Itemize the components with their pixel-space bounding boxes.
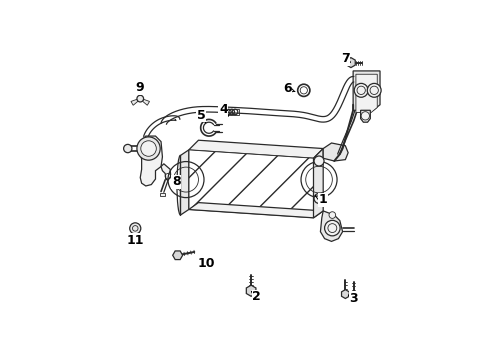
Polygon shape [138, 89, 143, 95]
Text: 9: 9 [135, 81, 144, 94]
Circle shape [361, 112, 369, 120]
Text: 3: 3 [348, 292, 358, 305]
Polygon shape [131, 229, 140, 234]
Circle shape [329, 212, 336, 219]
Text: 1: 1 [316, 193, 328, 206]
Polygon shape [131, 99, 138, 105]
Text: 5: 5 [197, 109, 206, 123]
Polygon shape [342, 290, 349, 298]
Polygon shape [361, 110, 370, 122]
Text: 6: 6 [283, 82, 295, 95]
Circle shape [314, 193, 324, 203]
Polygon shape [189, 140, 323, 158]
Polygon shape [143, 99, 149, 105]
Polygon shape [189, 150, 314, 218]
Circle shape [123, 144, 132, 153]
Text: 4: 4 [219, 103, 228, 116]
Circle shape [314, 156, 324, 166]
Polygon shape [140, 136, 162, 186]
Text: 8: 8 [171, 175, 181, 188]
Polygon shape [189, 203, 323, 218]
Circle shape [141, 141, 156, 156]
Circle shape [354, 84, 368, 97]
Circle shape [137, 137, 160, 160]
Text: 7: 7 [341, 52, 350, 65]
Polygon shape [161, 164, 171, 180]
Circle shape [324, 220, 340, 236]
Polygon shape [346, 58, 355, 68]
Polygon shape [353, 71, 380, 110]
Text: 2: 2 [251, 290, 261, 303]
Text: 11: 11 [126, 234, 144, 247]
Polygon shape [180, 150, 189, 215]
Polygon shape [160, 193, 165, 196]
Polygon shape [350, 291, 358, 300]
Polygon shape [172, 251, 183, 260]
Circle shape [130, 223, 141, 234]
Polygon shape [356, 74, 377, 112]
Polygon shape [323, 143, 348, 161]
Polygon shape [246, 285, 256, 296]
Polygon shape [314, 149, 323, 218]
Text: 10: 10 [197, 257, 216, 270]
Circle shape [368, 84, 381, 97]
Circle shape [137, 95, 144, 102]
Polygon shape [320, 211, 343, 242]
